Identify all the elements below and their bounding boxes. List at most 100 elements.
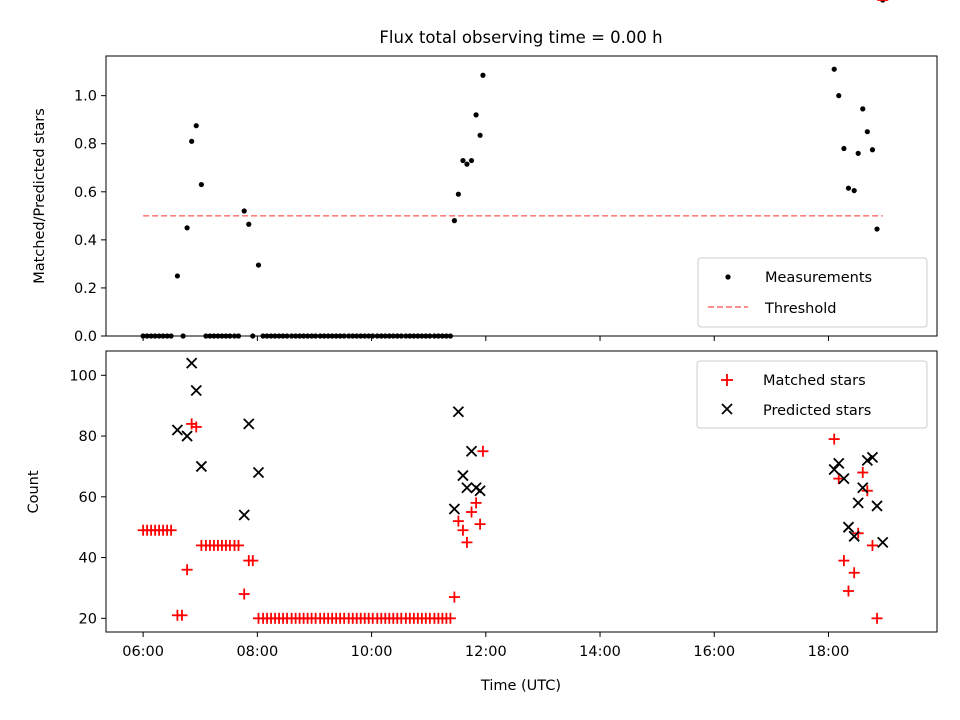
bottom-ylabel: Count: [26, 470, 42, 513]
ytick-label: 20: [79, 611, 97, 627]
predicted-star-point: [238, 509, 250, 521]
legend-predicted-label: Predicted stars: [763, 403, 871, 419]
predicted-star-stroke-b: [842, 521, 855, 533]
measurement-point: [869, 147, 876, 153]
matched-star-point: [838, 555, 850, 567]
matched-star-point: [181, 564, 193, 576]
predicted-star-stroke-b: [838, 472, 850, 485]
predicted-star-stroke-b: [195, 460, 208, 473]
matched-star-point: [848, 567, 860, 579]
measurement-point: [255, 262, 262, 268]
bottom-legend: Matched stars Predicted stars: [696, 360, 928, 429]
measurement-point: [174, 273, 180, 279]
predicted-star-stroke-b: [452, 406, 465, 418]
matched-star-point: [444, 612, 456, 624]
predicted-star-stroke-b: [252, 466, 265, 479]
predicted-star-point: [190, 384, 202, 397]
xtick-label: 10:00: [351, 644, 393, 660]
matched-star-point: [452, 515, 464, 527]
ytick-label: 0.6: [74, 185, 97, 201]
predicted-star-point: [171, 424, 184, 436]
predicted-star-stroke-b: [861, 454, 873, 466]
measurement-point: [855, 150, 861, 156]
predicted-star-stroke-b: [871, 500, 883, 512]
predicted-star-stroke-b: [877, 536, 889, 549]
predicted-star-point: [465, 445, 478, 457]
predicted-star-point: [861, 454, 873, 466]
predicted-star-point: [848, 530, 860, 542]
measurement-point: [841, 145, 847, 152]
measurement-point: [455, 191, 461, 197]
legend-measurements-label: Measurements: [765, 270, 872, 286]
measurement-point: [184, 225, 190, 231]
predicted-star-point: [181, 430, 193, 442]
matched-star-point: [857, 467, 869, 479]
predicted-star-point: [474, 485, 486, 497]
legend-threshold-label: Threshold: [764, 301, 836, 317]
top-panel: 0.0 0.2 0.4 0.6 0.8 1.0 Matched/Predicted sta…: [32, 0, 938, 345]
ytick-label: 0.0: [74, 329, 97, 345]
measurement-point: [845, 185, 852, 191]
ytick-label: 0.8: [74, 137, 97, 153]
predicted-star-stroke-b: [461, 482, 473, 494]
matched-star-point: [247, 555, 259, 567]
predicted-star-stroke-b: [848, 530, 860, 542]
measurement-point: [860, 106, 866, 112]
ytick-label: 60: [79, 490, 97, 506]
legend-matched-label: Matched stars: [763, 373, 866, 389]
predicted-star-point: [243, 418, 255, 430]
measurement-point: [198, 181, 204, 188]
legend-measurements-marker: [725, 274, 731, 280]
measurement-point: [864, 129, 870, 135]
predicted-star-stroke-b: [181, 430, 193, 442]
matched-star-point: [833, 473, 845, 485]
predicted-star-stroke-b: [852, 497, 864, 509]
bottom-yticks: 20 40 60 80 100: [69, 368, 106, 627]
bottom-axes-frame: [105, 350, 938, 633]
predicted-star-point: [842, 521, 855, 533]
matched-star-point: [461, 536, 473, 548]
predicted-star-point: [866, 451, 879, 463]
predicted-star-point: [448, 503, 461, 515]
matched-star-point: [466, 506, 478, 518]
predicted-star-point: [857, 482, 869, 494]
matched-star-point: [871, 612, 883, 624]
matched-star-point: [866, 539, 878, 551]
ytick-label: 40: [79, 551, 97, 567]
predicted-star-stroke-b: [238, 509, 250, 521]
bottom-panel: 20 40 60 80 100 06:00 08:00 10:00 12:00 14:00 16:…: [26, 0, 938, 694]
predicted-star-stroke-b: [457, 469, 469, 482]
matched-star-point: [238, 588, 250, 600]
measurement-point: [241, 208, 247, 214]
xtick-label: 06:00: [122, 644, 164, 660]
measurement-point: [193, 123, 199, 129]
bottom-marks: [137, 0, 889, 624]
measurement-point: [468, 157, 475, 164]
matched-star-point: [176, 609, 188, 621]
measurement-point: [464, 161, 470, 167]
predicted-star-stroke-b: [171, 424, 184, 436]
predicted-star-point: [457, 469, 469, 482]
matched-star-point: [828, 433, 840, 445]
matched-star-point: [190, 421, 202, 433]
predicted-star-stroke-b: [828, 463, 840, 476]
predicted-star-point: [461, 482, 473, 494]
predicted-star-stroke-b: [448, 503, 461, 515]
predicted-star-stroke-b: [190, 384, 202, 397]
measurement-point: [246, 221, 252, 227]
ytick-label: 1.0: [74, 89, 97, 105]
matched-star-point: [448, 591, 460, 603]
xtick-label: 08:00: [236, 644, 278, 660]
xtick-label: 14:00: [579, 644, 621, 660]
predicted-star-point: [838, 472, 850, 485]
predicted-star-point: [877, 536, 889, 549]
matched-star-point: [457, 524, 469, 536]
ytick-label: 0.2: [74, 281, 97, 297]
chart-title: Flux total observing time = 0.00 h: [379, 28, 662, 47]
ytick-label: 0.4: [74, 233, 97, 249]
predicted-star-stroke-b: [474, 485, 486, 497]
measurement-point: [831, 66, 837, 72]
predicted-star-point: [186, 357, 198, 369]
top-yticks: 0.0 0.2 0.4 0.6 0.8 1.0: [74, 89, 106, 345]
predicted-star-point: [852, 497, 864, 509]
